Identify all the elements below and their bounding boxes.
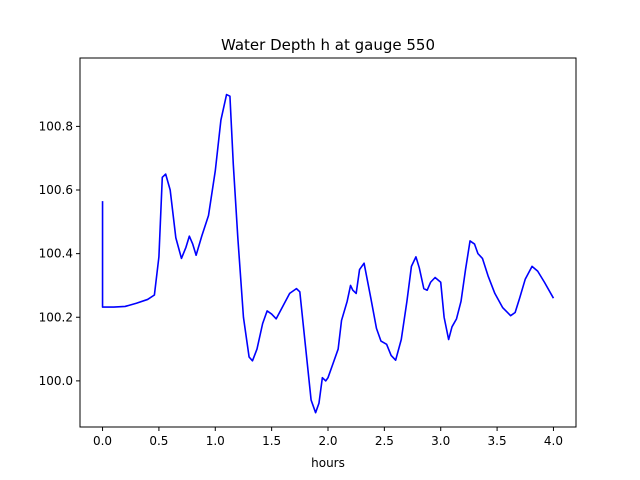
x-tick-label: 1.5 xyxy=(262,434,281,448)
x-tick-label: 3.0 xyxy=(431,434,450,448)
x-tick-label: 2.5 xyxy=(375,434,394,448)
y-axis: 100.0 100.2 100.4 100.6 100.8 xyxy=(39,119,80,388)
x-tick-label: 4.0 xyxy=(544,434,563,448)
y-tick-label: 100.8 xyxy=(39,119,73,133)
x-tick-label: 2.0 xyxy=(318,434,337,448)
x-tick-label: 0.0 xyxy=(93,434,112,448)
x-axis: 0.0 0.5 1.0 1.5 2.0 2.5 3.0 3.5 4.0 xyxy=(93,427,563,448)
y-tick-label: 100.4 xyxy=(39,247,73,261)
plot-frame xyxy=(79,57,577,428)
x-tick-label: 3.5 xyxy=(488,434,507,448)
y-tick-label: 100.2 xyxy=(39,310,73,324)
x-tick-label: 1.0 xyxy=(206,434,225,448)
y-tick-label: 100.6 xyxy=(39,183,73,197)
x-axis-label: hours xyxy=(311,456,345,470)
chart-title: Water Depth h at gauge 550 xyxy=(221,36,435,54)
plot-lines xyxy=(101,93,555,414)
y-tick-label: 100.0 xyxy=(39,374,73,388)
x-tick-label: 0.5 xyxy=(149,434,168,448)
series-line-0 xyxy=(101,93,555,414)
